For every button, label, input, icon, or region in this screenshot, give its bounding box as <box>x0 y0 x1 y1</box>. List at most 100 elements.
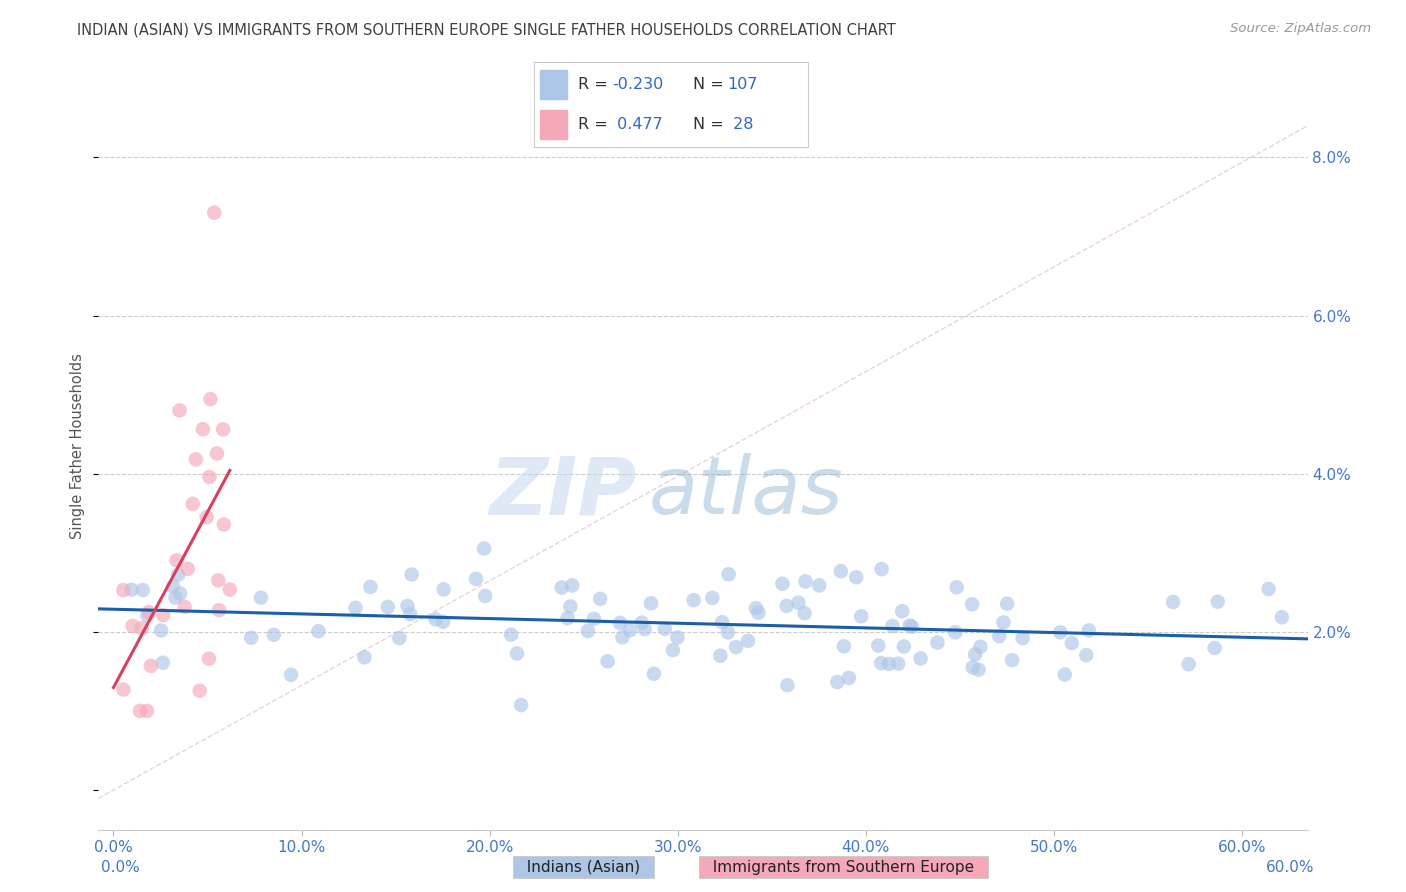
Text: R =: R = <box>578 77 613 92</box>
Point <box>993 615 1015 630</box>
Point <box>176 562 198 576</box>
Point <box>166 553 188 567</box>
Point <box>630 615 652 630</box>
Point <box>1001 653 1024 667</box>
Point <box>307 624 329 639</box>
Point <box>737 634 759 648</box>
Point <box>138 605 160 619</box>
Point <box>662 643 685 657</box>
Text: 0.0%: 0.0% <box>101 860 141 874</box>
Point <box>887 657 910 671</box>
Point <box>1271 610 1294 624</box>
Text: -0.230: -0.230 <box>613 77 664 92</box>
Point <box>1257 582 1279 596</box>
Point <box>943 625 966 640</box>
Point <box>868 639 890 653</box>
Point <box>596 654 619 668</box>
Point <box>561 578 583 592</box>
Point <box>207 574 229 588</box>
Point <box>910 651 932 665</box>
Point <box>472 541 495 556</box>
Point <box>891 604 914 618</box>
Point <box>202 205 225 219</box>
Point <box>582 612 605 626</box>
Point <box>898 618 921 632</box>
Point <box>717 567 740 582</box>
Bar <box>540 70 567 99</box>
Point <box>218 582 240 597</box>
Point <box>425 612 447 626</box>
Point <box>967 663 990 677</box>
Point <box>152 607 174 622</box>
Point <box>747 606 769 620</box>
Point <box>717 625 740 640</box>
Point <box>550 581 572 595</box>
Point <box>1060 636 1083 650</box>
Point <box>560 599 582 614</box>
Point <box>576 624 599 638</box>
Point <box>191 422 214 436</box>
Point <box>150 624 173 638</box>
Point <box>965 648 987 662</box>
Point <box>945 580 967 594</box>
Point <box>845 570 868 584</box>
Point <box>589 591 612 606</box>
Point <box>988 629 1011 643</box>
Point <box>838 671 860 685</box>
Point <box>205 446 228 460</box>
Point <box>112 682 135 697</box>
Point <box>433 582 456 597</box>
Point <box>399 607 422 622</box>
Point <box>208 603 231 617</box>
Point <box>169 403 191 417</box>
Point <box>808 578 831 592</box>
Point <box>195 510 218 524</box>
Point <box>121 582 143 597</box>
Point <box>877 657 900 671</box>
Point <box>465 572 488 586</box>
Point <box>344 600 367 615</box>
Point <box>995 597 1018 611</box>
Point <box>136 704 159 718</box>
Point <box>960 598 983 612</box>
Point <box>1053 667 1076 681</box>
Point <box>643 666 665 681</box>
Point <box>173 599 195 614</box>
Point <box>359 580 381 594</box>
Text: INDIAN (ASIAN) VS IMMIGRANTS FROM SOUTHERN EUROPE SINGLE FATHER HOUSEHOLDS CORRE: INDIAN (ASIAN) VS IMMIGRANTS FROM SOUTHE… <box>77 22 896 37</box>
Point <box>609 615 631 630</box>
Point <box>634 622 657 636</box>
Point <box>212 422 235 436</box>
Point <box>640 596 662 610</box>
Point <box>745 601 768 615</box>
Point <box>184 452 207 467</box>
Text: R =: R = <box>578 117 613 132</box>
Text: Indians (Asian): Indians (Asian) <box>517 860 650 874</box>
Point <box>112 583 135 598</box>
Point <box>1204 640 1226 655</box>
Point <box>711 615 734 630</box>
Text: 60.0%: 60.0% <box>1267 860 1315 874</box>
Point <box>139 658 162 673</box>
Point <box>280 668 302 682</box>
Point <box>870 562 893 576</box>
Text: N =: N = <box>693 117 730 132</box>
Point <box>198 651 221 665</box>
Point <box>1161 595 1184 609</box>
Point <box>962 660 984 674</box>
Point <box>377 599 399 614</box>
Point <box>702 591 724 605</box>
Text: atlas: atlas <box>648 453 844 531</box>
Point <box>654 622 676 636</box>
Point <box>927 635 949 649</box>
Point <box>1049 625 1071 640</box>
Point <box>474 589 496 603</box>
Point <box>827 675 849 690</box>
Point <box>212 517 235 532</box>
Point <box>165 591 187 605</box>
Point <box>870 656 893 670</box>
Point <box>770 576 793 591</box>
Point <box>167 567 190 582</box>
Bar <box>540 110 567 139</box>
Point <box>501 628 523 642</box>
